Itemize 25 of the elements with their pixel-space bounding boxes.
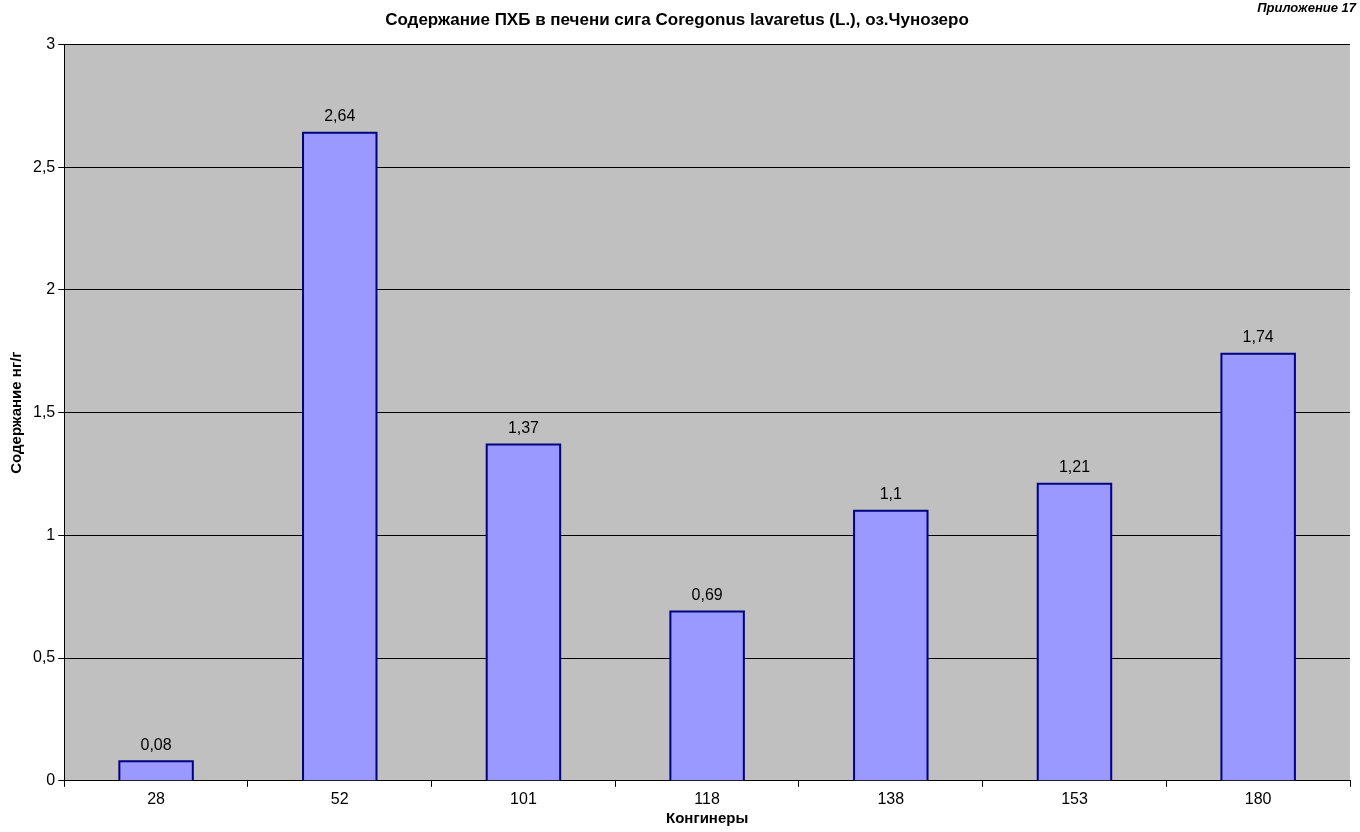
data-label: 0,08: [140, 735, 172, 753]
y-tick-label: 1: [46, 525, 56, 543]
data-label: 1,37: [507, 418, 540, 436]
data-label: 2,64: [324, 107, 356, 125]
x-tick-label: 52: [330, 789, 349, 807]
y-tick-label: 1,5: [32, 403, 56, 421]
data-label: 0,69: [691, 585, 723, 603]
y-tick-label: 3: [46, 34, 56, 52]
x-axis-title: Конгинеры: [666, 809, 749, 827]
y-tick-label: 0,5: [32, 648, 56, 666]
y-tick-label: 2,5: [32, 157, 56, 175]
x-tick-label: 153: [1061, 789, 1088, 807]
y-tick-label: 2: [46, 280, 56, 298]
x-tick-label: 138: [877, 789, 905, 807]
y-axis-title: Содержание нг/г: [7, 351, 25, 474]
chart-title: Содержание ПХБ в печени сига Coregonus lavaretus (L.), оз.Чунозеро: [385, 9, 969, 29]
data-label: 1,1: [879, 485, 903, 503]
x-tick-label: 101: [510, 789, 537, 807]
data-label: 1,21: [1058, 458, 1091, 476]
y-tick-label: 0: [46, 771, 56, 789]
x-tick-label: 180: [1244, 789, 1272, 807]
data-label: 1,74: [1242, 328, 1274, 346]
x-tick-label: 118: [694, 789, 720, 807]
x-tick-label: 28: [147, 789, 166, 807]
text: Приложение 17: [1257, 0, 1356, 15]
